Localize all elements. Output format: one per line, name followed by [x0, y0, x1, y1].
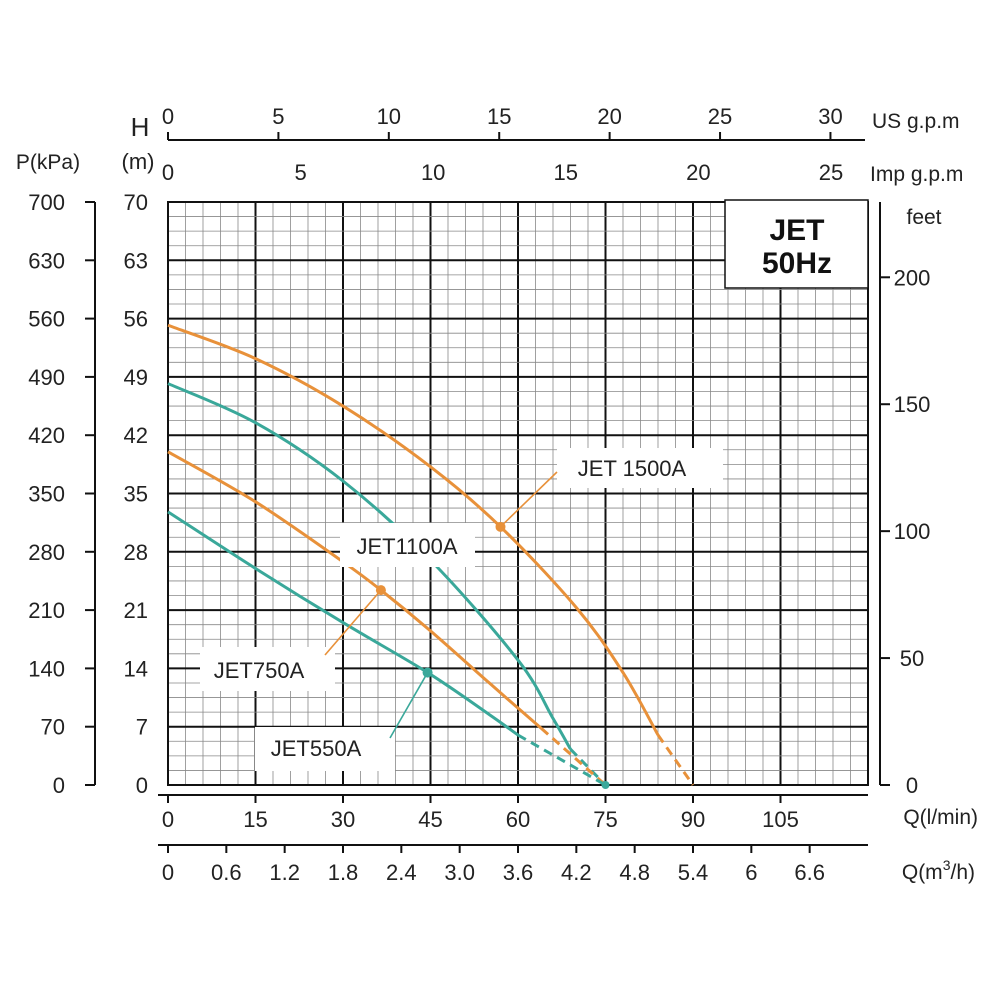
x-secondary-tick-label: 3.6	[503, 860, 534, 885]
shutoff-point-marker	[601, 781, 610, 789]
x-secondary-tick-label: 0	[162, 860, 174, 885]
y-pressure-tick-label: 70	[41, 715, 65, 740]
x-primary-tick-label: 0	[162, 807, 174, 832]
y-pressure-tick-label: 0	[53, 773, 65, 798]
y-pressure-tick-label: 630	[28, 248, 65, 273]
x-top-us-tick-label: 30	[818, 104, 842, 129]
y-head-label: (m)	[122, 149, 155, 174]
x-primary-tick-label: 105	[762, 807, 799, 832]
y-head-tick-label: 0	[136, 773, 148, 798]
y-pressure-label: P(kPa)	[16, 151, 80, 174]
title-line1: JET	[769, 214, 824, 247]
x-secondary-label: Q(m3/h)	[902, 857, 975, 884]
y-head-label-top: H	[131, 112, 150, 142]
x-top-imp-label: Imp g.p.m	[870, 163, 963, 186]
label-jet550a-bg	[255, 727, 395, 771]
y-pressure-tick-label: 560	[28, 307, 65, 332]
y-pressure-tick-label: 700	[28, 190, 65, 215]
x-top-imp-tick-label: 0	[162, 160, 174, 185]
y-head-tick-label: 21	[124, 598, 148, 623]
y-feet-tick-label: 0	[906, 773, 918, 798]
x-primary-tick-label: 45	[418, 807, 442, 832]
x-top-imp-tick-label: 15	[554, 160, 578, 185]
series-jet550a-line	[167, 510, 519, 737]
label-jet1100a-text: JET1100A	[356, 534, 457, 559]
y-feet-tick-label: 100	[894, 519, 931, 544]
series-jet-1500a-line	[167, 323, 660, 736]
y-pressure-tick-label: 140	[28, 656, 65, 681]
x-top-us-tick-label: 25	[708, 104, 732, 129]
label-jet1100a-bg	[340, 523, 475, 567]
label-jet-1500a-text: JET 1500A	[578, 456, 687, 481]
y-head-tick-label: 70	[124, 190, 148, 215]
x-secondary-tick-label: 6.6	[794, 860, 825, 885]
y-feet-label: feet	[906, 206, 941, 229]
label-jet-1500a-leader-line	[499, 471, 558, 528]
x-top-us-tick-label: 0	[162, 104, 174, 129]
x-secondary-tick-label: 4.2	[561, 860, 592, 885]
axes: 07142128354249566370H(m)0701402102803504…	[16, 104, 978, 885]
x-top-imp-tick-label: 10	[421, 160, 445, 185]
x-secondary-tick-label: 5.4	[678, 860, 709, 885]
x-primary-tick-label: 60	[506, 807, 530, 832]
x-primary-tick-label: 90	[681, 807, 705, 832]
x-secondary-tick-label: 2.4	[386, 860, 417, 885]
y-head-tick-label: 49	[124, 365, 148, 390]
x-primary-tick-label: 75	[593, 807, 617, 832]
x-secondary-tick-label: 4.8	[619, 860, 650, 885]
x-top-us-tick-label: 5	[272, 104, 284, 129]
x-primary-tick-label: 30	[331, 807, 355, 832]
series-jet-1500a-dashed-extension	[656, 734, 695, 786]
y-head-tick-label: 56	[124, 307, 148, 332]
x-secondary-tick-label: 3.0	[444, 860, 475, 885]
series-labels: JET 1500A JET1100A JET750A JET550A	[200, 448, 723, 771]
y-head-tick-label: 42	[124, 423, 148, 448]
x-top-us-tick-label: 10	[377, 104, 401, 129]
x-secondary-tick-label: 6	[745, 860, 757, 885]
y-head-tick-label: 63	[124, 248, 148, 273]
x-top-us-tick-label: 20	[597, 104, 621, 129]
x-secondary-tick-label: 1.2	[269, 860, 300, 885]
label-jet750a-bg	[200, 647, 335, 691]
y-pressure-tick-label: 350	[28, 482, 65, 507]
label-jet550a-text: JET550A	[271, 736, 362, 761]
x-top-imp-tick-label: 20	[686, 160, 710, 185]
plot-border	[167, 201, 869, 786]
x-top-us-tick-label: 15	[487, 104, 511, 129]
label-jet550a-leader-line	[389, 672, 429, 739]
x-top-imp-tick-label: 5	[294, 160, 306, 185]
y-feet-tick-label: 150	[894, 392, 931, 417]
series-jet1100a-dashed-extension	[569, 748, 607, 787]
y-head-tick-label: 35	[124, 482, 148, 507]
x-secondary-tick-label: 1.8	[328, 860, 359, 885]
x-top-imp-tick-label: 25	[819, 160, 843, 185]
x-primary-label: Q(l/min)	[903, 806, 978, 829]
y-pressure-tick-label: 280	[28, 540, 65, 565]
grid	[167, 201, 869, 786]
y-pressure-tick-label: 210	[28, 598, 65, 623]
y-pressure-tick-label: 420	[28, 423, 65, 448]
x-top-us-label: US g.p.m	[872, 110, 960, 133]
title-box: JET 50Hz	[724, 199, 869, 289]
y-head-tick-label: 28	[124, 540, 148, 565]
title-line2: 50Hz	[762, 247, 832, 280]
x-secondary-tick-label: 0.6	[211, 860, 242, 885]
series-jet550a-dashed-extension	[517, 733, 607, 787]
y-pressure-tick-label: 490	[28, 365, 65, 390]
y-feet-tick-label: 200	[894, 265, 931, 290]
label-jet750a-leader-line	[324, 589, 382, 656]
y-feet-tick-label: 50	[900, 646, 924, 671]
label-jet-1500a-bg	[557, 448, 723, 488]
y-head-tick-label: 7	[136, 715, 148, 740]
x-primary-tick-label: 15	[243, 807, 267, 832]
label-jet750a-text: JET750A	[214, 658, 305, 683]
y-head-tick-label: 14	[124, 656, 148, 681]
